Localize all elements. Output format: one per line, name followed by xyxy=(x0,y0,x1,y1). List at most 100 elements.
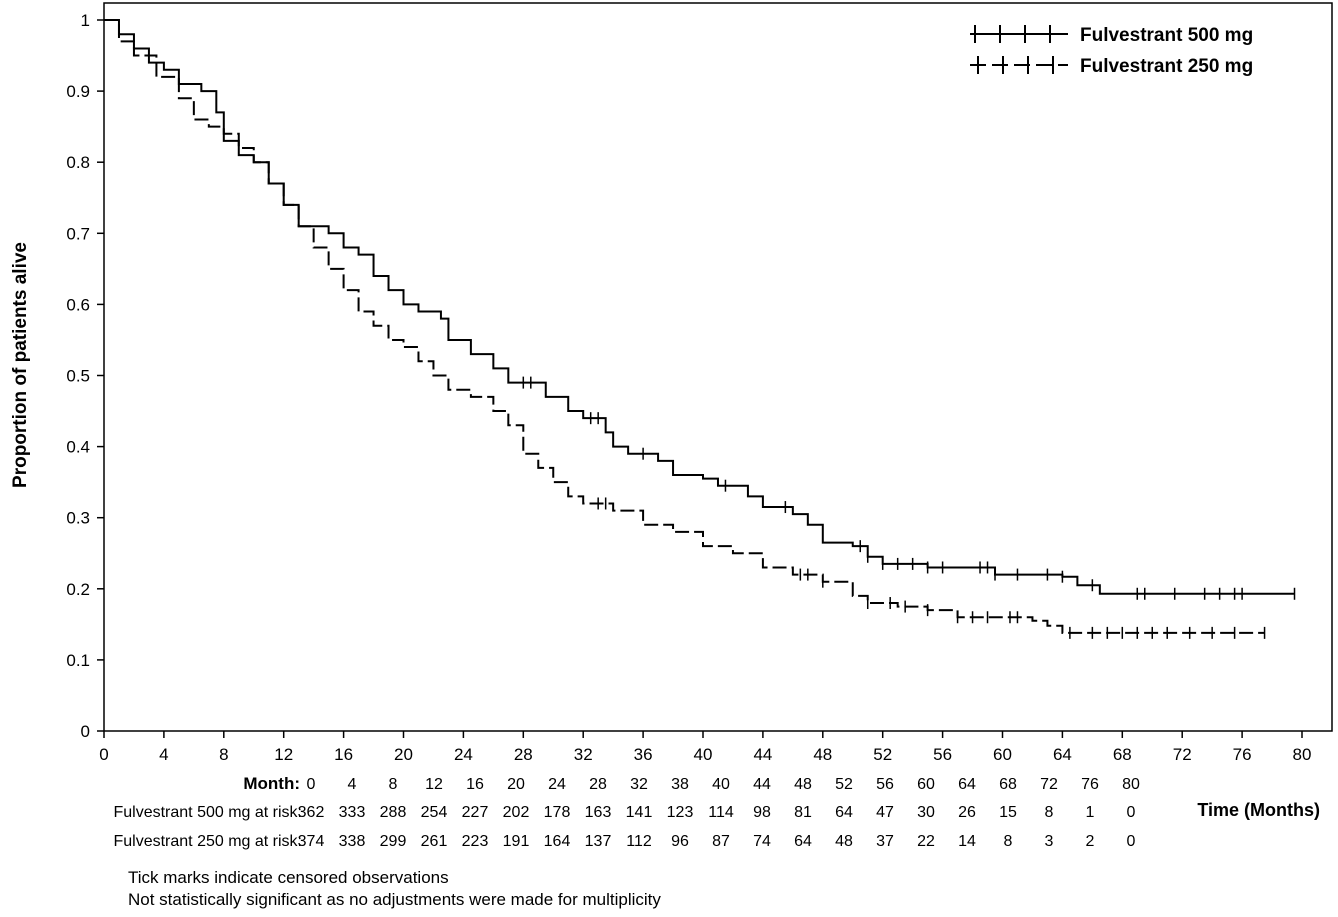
y-tick-label: 0.9 xyxy=(66,82,90,101)
x-tick-label: 80 xyxy=(1293,745,1312,764)
at-risk-value: 178 xyxy=(544,804,571,821)
y-tick-label: 0.6 xyxy=(66,295,90,314)
at-risk-value: 254 xyxy=(421,804,448,821)
at-risk-month: 68 xyxy=(999,776,1017,793)
x-tick-label: 60 xyxy=(993,745,1012,764)
at-risk-value: 141 xyxy=(626,804,653,821)
at-risk-value: 163 xyxy=(585,804,612,821)
at-risk-value: 47 xyxy=(876,804,894,821)
footnote-censored: Tick marks indicate censored observation… xyxy=(128,868,449,887)
survival-curve-500mg xyxy=(104,19,1295,595)
at-risk-value: 374 xyxy=(298,833,325,850)
at-risk-value: 26 xyxy=(958,804,976,821)
at-risk-value: 22 xyxy=(917,833,935,850)
at-risk-value: 98 xyxy=(753,804,771,821)
y-tick-label: 0.4 xyxy=(66,438,90,457)
at-risk-month: 8 xyxy=(389,776,398,793)
at-risk-month-label: Month: xyxy=(243,774,300,793)
y-tick-label: 0.7 xyxy=(66,224,90,243)
at-risk-value: 37 xyxy=(876,833,894,850)
x-tick-label: 0 xyxy=(99,745,108,764)
y-tick-label: 0.8 xyxy=(66,153,90,172)
at-risk-value: 0 xyxy=(1127,833,1136,850)
x-tick-label: 36 xyxy=(634,745,653,764)
at-risk-month: 40 xyxy=(712,776,730,793)
at-risk-month: 72 xyxy=(1040,776,1058,793)
at-risk-month: 38 xyxy=(671,776,689,793)
y-tick-label: 0.5 xyxy=(66,367,90,386)
y-tick-label: 0.1 xyxy=(66,651,90,670)
y-axis-label: Proportion of patients alive xyxy=(10,242,31,488)
x-tick-label: 76 xyxy=(1233,745,1252,764)
at-risk-value: 15 xyxy=(999,804,1017,821)
at-risk-month: 20 xyxy=(507,776,525,793)
at-risk-value: 1 xyxy=(1086,804,1095,821)
x-tick-label: 12 xyxy=(274,745,293,764)
x-tick-label: 4 xyxy=(159,745,168,764)
legend-label: Fulvestrant 250 mg xyxy=(1080,56,1253,77)
at-risk-value: 8 xyxy=(1045,804,1054,821)
x-tick-label: 48 xyxy=(813,745,832,764)
at-risk-month: 48 xyxy=(794,776,812,793)
at-risk-month: 80 xyxy=(1122,776,1140,793)
x-axis-label: Time (Months) xyxy=(1197,800,1320,820)
at-risk-value: 164 xyxy=(544,833,571,850)
at-risk-value: 288 xyxy=(380,804,407,821)
at-risk-value: 191 xyxy=(503,833,530,850)
x-tick-label: 56 xyxy=(933,745,952,764)
at-risk-value: 2 xyxy=(1086,833,1095,850)
at-risk-month: 76 xyxy=(1081,776,1099,793)
x-tick-label: 68 xyxy=(1113,745,1132,764)
at-risk-value: 202 xyxy=(503,804,530,821)
at-risk-value: 14 xyxy=(958,833,976,850)
at-risk-month: 52 xyxy=(835,776,853,793)
at-risk-value: 64 xyxy=(794,833,812,850)
at-risk-value: 123 xyxy=(667,804,694,821)
y-tick-label: 0.2 xyxy=(66,580,90,599)
at-risk-value: 64 xyxy=(835,804,853,821)
at-risk-month: 64 xyxy=(958,776,976,793)
at-risk-value: 30 xyxy=(917,804,935,821)
at-risk-value: 96 xyxy=(671,833,689,850)
x-tick-label: 52 xyxy=(873,745,892,764)
at-risk-month: 12 xyxy=(425,776,443,793)
y-tick-label: 1 xyxy=(81,11,90,30)
at-risk-value: 114 xyxy=(708,804,734,821)
at-risk-value: 112 xyxy=(626,833,652,850)
at-risk-value: 8 xyxy=(1004,833,1013,850)
at-risk-row-label: Fulvestrant 250 mg at risk: xyxy=(113,833,302,850)
at-risk-value: 227 xyxy=(462,804,489,821)
at-risk-month: 32 xyxy=(630,776,648,793)
at-risk-value: 48 xyxy=(835,833,853,850)
y-tick-label: 0.3 xyxy=(66,509,90,528)
footnote-multiplicity: Not statistically significant as no adju… xyxy=(128,890,661,909)
at-risk-month: 56 xyxy=(876,776,894,793)
at-risk-value: 261 xyxy=(421,833,448,850)
at-risk-value: 223 xyxy=(462,833,489,850)
x-tick-label: 16 xyxy=(334,745,353,764)
at-risk-month: 16 xyxy=(466,776,484,793)
x-tick-label: 32 xyxy=(574,745,593,764)
x-tick-label: 64 xyxy=(1053,745,1072,764)
legend-label: Fulvestrant 500 mg xyxy=(1080,25,1253,46)
at-risk-value: 87 xyxy=(712,833,730,850)
at-risk-month: 44 xyxy=(753,776,771,793)
x-tick-label: 40 xyxy=(694,745,713,764)
at-risk-value: 74 xyxy=(753,833,771,850)
x-tick-label: 8 xyxy=(219,745,228,764)
at-risk-table: Month: 0 4 8 12 16 20 24 28 32 38 40 44 48 52 56 60 64 68 7… xyxy=(113,774,1140,850)
x-tick-label: 28 xyxy=(514,745,533,764)
plot-frame xyxy=(103,2,1333,732)
at-risk-month: 0 xyxy=(307,776,316,793)
at-risk-value: 3 xyxy=(1045,833,1054,850)
x-tick-label: 20 xyxy=(394,745,413,764)
x-tick-label: 72 xyxy=(1173,745,1192,764)
at-risk-value: 81 xyxy=(794,804,812,821)
at-risk-month: 24 xyxy=(548,776,566,793)
y-tick-label: 0 xyxy=(81,722,90,741)
at-risk-value: 0 xyxy=(1127,804,1136,821)
at-risk-month: 4 xyxy=(348,776,357,793)
at-risk-month: 28 xyxy=(589,776,607,793)
at-risk-value: 362 xyxy=(298,804,325,821)
